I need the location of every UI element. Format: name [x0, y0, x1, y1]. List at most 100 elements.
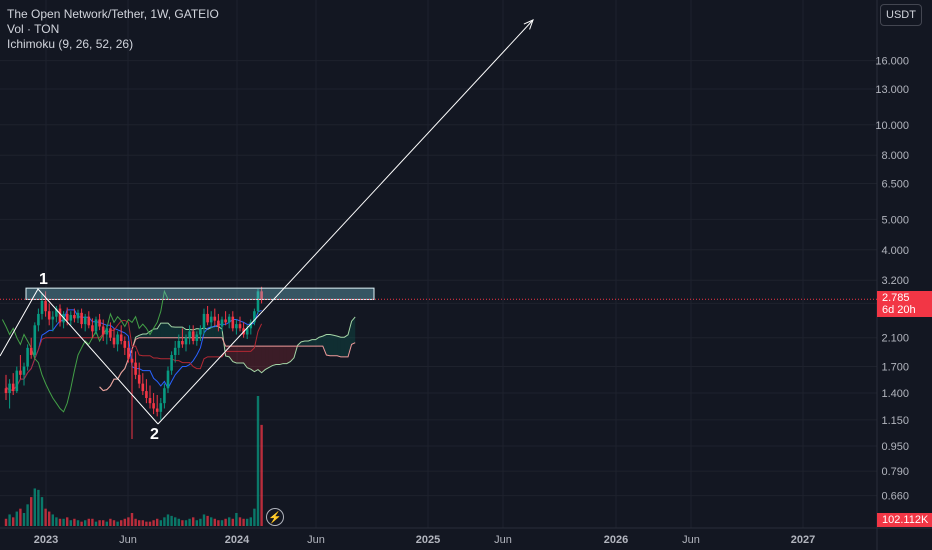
- volume-bar: [8, 514, 11, 526]
- lightning-icon[interactable]: ⚡: [266, 508, 284, 526]
- candle-body: [145, 391, 148, 399]
- time-tick-label: 2026: [604, 534, 628, 546]
- candle-body: [98, 319, 101, 327]
- volume-bar: [127, 517, 130, 526]
- ichimoku-legend[interactable]: Ichimoku (9, 26, 52, 26): [7, 37, 134, 51]
- price-axis-labels: 16.000 13.000 10.000 8.000 6.500 5.000 4.000 3.…: [875, 56, 909, 503]
- candle-body: [227, 316, 231, 323]
- time-tick-label: Jun: [119, 534, 137, 546]
- cloud-segment: [207, 327, 212, 338]
- cloud-segment: [304, 340, 309, 347]
- volume-bar: [174, 517, 177, 526]
- candle-body: [141, 383, 145, 392]
- volume-bar: [235, 513, 238, 526]
- cloud-segment: [171, 326, 176, 338]
- candle-body: [44, 300, 47, 312]
- cloud-segment: [276, 346, 280, 365]
- time-tick-label: Jun: [307, 534, 325, 546]
- volume-bar: [48, 511, 51, 526]
- resistance-zone: [25, 287, 375, 300]
- volume-bar: [55, 517, 58, 526]
- candle-body: [83, 316, 87, 325]
- volume-bar: [238, 517, 242, 526]
- volume-bar: [199, 518, 202, 526]
- cloud-segment: [261, 346, 266, 373]
- price-tick-label: 16.000: [875, 56, 909, 68]
- last-price-tag: 2.785 6d 20h: [877, 291, 932, 317]
- candle-body: [249, 322, 253, 329]
- candle-body: [123, 340, 127, 348]
- volume-bar: [123, 518, 126, 526]
- symbol-title[interactable]: The Open Network/Tether, 1W, GATEIO: [7, 7, 219, 21]
- candle-body: [80, 312, 83, 325]
- cloud-segment: [312, 339, 316, 347]
- cloud-segment: [204, 327, 208, 338]
- wave-drawing: [0, 19, 534, 425]
- wave-label-1: 1: [39, 271, 48, 288]
- cloud-segment: [175, 327, 179, 338]
- candle-body: [188, 331, 191, 338]
- candle-body: [4, 388, 8, 394]
- projection-arrow-line: [157, 19, 534, 425]
- price-tick-label: 1.400: [881, 388, 909, 400]
- volume-bar: [156, 518, 159, 526]
- cloud-segment: [326, 334, 330, 356]
- volume-bar: [181, 520, 184, 526]
- candle-body: [101, 326, 105, 335]
- price-tick-label: 13.000: [875, 84, 909, 96]
- candle-body: [19, 370, 22, 375]
- volume-bar: [253, 508, 256, 526]
- candle-body: [235, 324, 238, 329]
- cloud-segment: [218, 326, 222, 338]
- cloud-segment: [319, 336, 323, 347]
- currency-button[interactable]: USDT: [880, 4, 922, 26]
- cloud-segment: [279, 346, 284, 365]
- candle-body: [76, 312, 80, 319]
- wave-1-2-line: [0, 288, 159, 425]
- candle-body: [65, 313, 69, 321]
- candle-body: [105, 328, 109, 335]
- candle-body: [137, 374, 141, 384]
- volume-bar: [213, 518, 216, 526]
- candle-body: [55, 308, 58, 317]
- volume-bar: [30, 497, 33, 526]
- volume-bar: [177, 518, 180, 526]
- candle-body: [94, 319, 98, 332]
- cloud-segment: [214, 326, 219, 338]
- bar-countdown: 6d 20h: [882, 304, 916, 316]
- price-tick-label: 8.000: [881, 150, 909, 162]
- volume-bar: [159, 520, 162, 526]
- chart-legend: The Open Network/Tether, 1W, GATEIO Vol …: [7, 7, 219, 52]
- wave-label-2: 2: [150, 426, 159, 443]
- last-price-value: 2.785: [882, 292, 910, 304]
- cloud-segment: [153, 328, 158, 338]
- volume-bar: [116, 521, 119, 526]
- cloud-segment: [258, 346, 262, 373]
- cloud-segment: [330, 334, 334, 356]
- volume-bar: [80, 521, 83, 526]
- candle-body: [40, 300, 44, 314]
- candle-body: [155, 408, 159, 412]
- volume-legend[interactable]: Vol · TON: [7, 22, 60, 36]
- candle-body: [15, 370, 19, 392]
- volume-bar: [26, 504, 29, 526]
- candle-body: [127, 347, 130, 359]
- candle-body: [29, 347, 33, 356]
- cloud-segment: [168, 323, 172, 338]
- price-tick-label: 2.100: [881, 333, 909, 345]
- cloud-segment: [290, 346, 294, 362]
- cloud-segment: [178, 327, 183, 338]
- candle-body: [177, 340, 181, 348]
- volume-bars: [4, 396, 263, 526]
- volume-bar: [91, 518, 94, 526]
- candle-body: [73, 315, 76, 319]
- volume-bar: [242, 518, 245, 526]
- cloud-segment: [351, 316, 356, 345]
- candle-body: [159, 403, 163, 412]
- cloud-segment: [308, 339, 312, 347]
- cloud-segment: [265, 346, 269, 370]
- candle-body: [130, 358, 134, 363]
- volume-bar: [62, 518, 65, 526]
- senkou-span-b: [99, 337, 356, 392]
